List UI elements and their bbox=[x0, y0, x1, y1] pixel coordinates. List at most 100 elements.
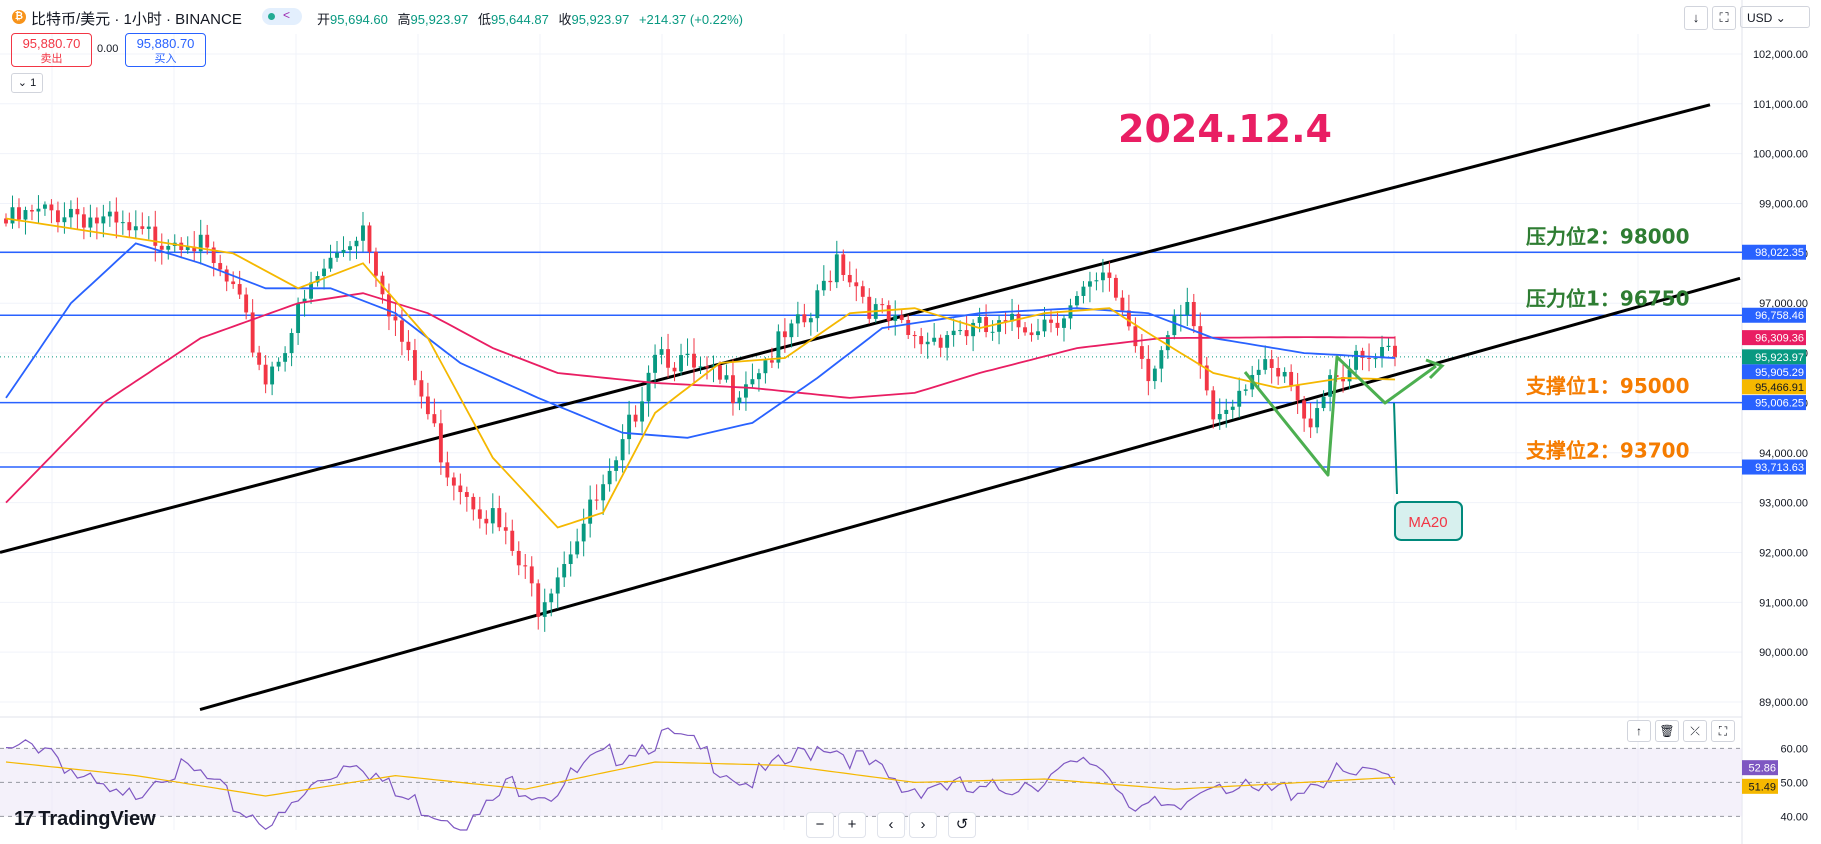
price-label-bg bbox=[1742, 395, 1806, 411]
candle-body bbox=[361, 225, 365, 241]
zoom-out-button[interactable]: − bbox=[806, 812, 834, 838]
fullscreen-button[interactable]: ⛶ bbox=[1712, 6, 1736, 30]
candle-body bbox=[1204, 365, 1209, 391]
candle-body bbox=[1295, 385, 1300, 401]
price-labels: 98,022.35 96,758.46 96,309.36 95,923.97 95,9… bbox=[1742, 244, 1806, 475]
price-label-bg bbox=[1742, 244, 1806, 260]
candle-body bbox=[419, 380, 424, 397]
candle-body bbox=[192, 246, 197, 252]
candle-body bbox=[964, 330, 969, 337]
price-tick-label: 90,000.00 bbox=[1759, 647, 1808, 659]
candle-body bbox=[860, 286, 865, 297]
rsi-tick-label: 50.00 bbox=[1780, 777, 1808, 789]
candle-body bbox=[1367, 357, 1371, 359]
scroll-left-button[interactable]: ‹ bbox=[877, 812, 905, 838]
market-status[interactable]: < bbox=[262, 8, 302, 25]
candle-body bbox=[1198, 326, 1203, 366]
candle-body bbox=[4, 218, 8, 224]
candle-body bbox=[977, 317, 982, 323]
symbol-title[interactable]: 比特币/美元 · 1小时 · BINANCE bbox=[31, 11, 242, 28]
candle-body bbox=[880, 304, 885, 306]
candle-body bbox=[1269, 359, 1274, 368]
price-tick-label: 92,000.00 bbox=[1759, 547, 1808, 559]
chart-title: 2024.12.4 bbox=[1118, 107, 1332, 151]
pane-move-up-button[interactable]: ↑ bbox=[1627, 720, 1651, 742]
candle-body bbox=[464, 492, 469, 497]
buy-button[interactable]: 95,880.70 买入 bbox=[125, 33, 206, 67]
candle-body bbox=[1139, 346, 1144, 359]
candle-body bbox=[990, 331, 995, 333]
candle-body bbox=[374, 251, 378, 276]
candle-body bbox=[1380, 347, 1384, 359]
zoom-in-button[interactable]: + bbox=[838, 812, 866, 838]
candle-body bbox=[562, 564, 567, 578]
candle-body bbox=[315, 276, 320, 283]
candle-body bbox=[886, 305, 891, 321]
candle-body bbox=[55, 210, 60, 223]
candle-body bbox=[250, 312, 255, 353]
currency-select[interactable]: USD ⌄ bbox=[1740, 6, 1810, 28]
rsi-value-bg bbox=[1742, 760, 1778, 776]
pane-delete-button[interactable]: 🗑 bbox=[1655, 720, 1679, 742]
scroll-right-button[interactable]: › bbox=[909, 812, 937, 838]
candle-body bbox=[335, 252, 339, 258]
candle-body bbox=[1256, 369, 1261, 375]
candle-body bbox=[1243, 389, 1248, 391]
price-tick-label: 89,000.00 bbox=[1759, 697, 1808, 709]
high-label: 高 bbox=[397, 12, 411, 27]
candle-body bbox=[698, 366, 703, 368]
candle-body bbox=[847, 274, 852, 283]
candle-body bbox=[984, 317, 989, 333]
candle-body bbox=[43, 204, 47, 209]
download-button[interactable]: ↓ bbox=[1684, 6, 1708, 30]
candle-body bbox=[1062, 318, 1066, 328]
buy-label: 买入 bbox=[154, 53, 177, 65]
pane-maximize-button[interactable]: ⛶ bbox=[1711, 720, 1735, 742]
candle-body bbox=[516, 550, 521, 566]
candle-body bbox=[731, 375, 735, 404]
price-label-bg bbox=[1742, 307, 1806, 323]
candle-body bbox=[925, 341, 930, 345]
reset-chart-button[interactable]: ↺ bbox=[948, 812, 976, 838]
candle-body bbox=[270, 366, 275, 385]
candle-body bbox=[737, 397, 742, 404]
price-tick-label: 99,000.00 bbox=[1759, 199, 1808, 211]
price-tick-label: 97,000.00 bbox=[1759, 298, 1808, 310]
candle-body bbox=[951, 330, 956, 336]
candle-body bbox=[1302, 400, 1307, 419]
candle-body bbox=[140, 226, 145, 229]
callout-label: MA20 bbox=[1408, 514, 1447, 531]
indicator-collapse-button[interactable]: ⌄ 1 bbox=[11, 73, 43, 93]
candle-body bbox=[68, 208, 73, 218]
candle-body bbox=[127, 222, 132, 231]
buy-price: 95,880.70 bbox=[136, 36, 195, 51]
candle-body bbox=[1263, 359, 1268, 370]
candle-body bbox=[1120, 297, 1125, 311]
candle-body bbox=[1178, 314, 1183, 316]
open-label: 开 bbox=[317, 12, 331, 27]
ohlc-readout: 开95,694.60 高95,923.97 低95,644.87 收95,923… bbox=[317, 9, 743, 28]
candle-body bbox=[276, 361, 281, 367]
candle-body bbox=[815, 290, 820, 319]
candle-body bbox=[133, 226, 138, 231]
candle-body bbox=[1029, 332, 1034, 336]
candle-body bbox=[743, 384, 748, 398]
candle-body bbox=[750, 379, 755, 385]
candle-body bbox=[919, 336, 924, 345]
candle-body bbox=[1360, 350, 1365, 358]
candle-body bbox=[412, 350, 417, 381]
candle-body bbox=[1289, 371, 1294, 386]
plus-icon: + bbox=[847, 816, 857, 833]
channel-lower-line bbox=[199, 276, 1741, 711]
ma-short-line bbox=[5, 217, 1396, 529]
sell-button[interactable]: 95,880.70 卖出 bbox=[11, 33, 92, 67]
candle-body bbox=[17, 207, 21, 220]
tradingview-logo: 17 TradingView bbox=[14, 808, 156, 831]
candle-body bbox=[971, 322, 976, 337]
candle-body bbox=[1023, 327, 1027, 333]
candle-body bbox=[62, 217, 67, 223]
pane-collapse-button[interactable]: ⤫ bbox=[1683, 720, 1707, 742]
channel-upper-line bbox=[0, 103, 1711, 554]
